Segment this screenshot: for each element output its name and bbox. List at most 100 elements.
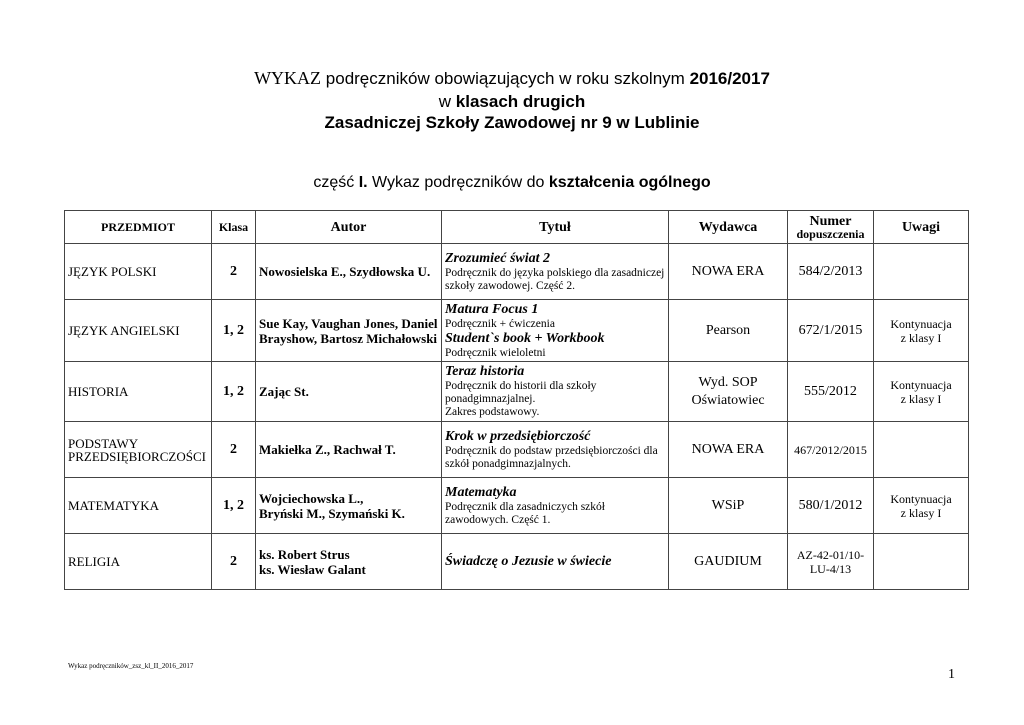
author-line: Bryński M., Szymański K.	[259, 505, 405, 521]
subject-cell: RELIGIA	[64, 533, 212, 590]
author-cell: Zając St.	[255, 361, 442, 422]
book-description: Podręcznik do języka polskiego dla zasad…	[445, 266, 665, 292]
table-row: MATEMATYKA 1, 2 Wojciechowska L., Bryński M…	[64, 477, 969, 534]
author-cell: Nowosielska E., Szydłowska U.	[255, 243, 442, 300]
textbook-table: PRZEDMIOT Klasa Autor Tytuł Wydawca Nume…	[64, 210, 969, 590]
approval-number-cell: 584/2/2013	[787, 243, 874, 300]
book-description: Podręcznik wieloletni	[445, 346, 546, 359]
notes-line: Kontynuacja	[890, 491, 952, 506]
section-prefix: część	[313, 174, 355, 191]
approval-number-line: 580/1/2012	[798, 498, 863, 513]
notes-line: Kontynuacja	[890, 316, 952, 331]
notes-cell	[873, 243, 969, 300]
title-cell: Zrozumieć świat 2 Podręcznik do języka po…	[441, 243, 669, 300]
book-title: Teraz historia	[445, 364, 525, 379]
title-prefix-2: w	[438, 92, 452, 111]
approval-number-line: AZ-42-01/10-	[796, 547, 865, 562]
author-cell: Makiełka Z., Rachwał T.	[255, 421, 442, 478]
page-number: 1	[948, 667, 955, 682]
table-row: JĘZYK POLSKI 2 Nowosielska E., Szydłowska …	[64, 243, 969, 300]
title-cell: Krok w przedsiębiorczość Podręcznik do po…	[441, 421, 669, 478]
book-description: Podręcznik dla zasadniczych szkół zawodo…	[445, 500, 605, 526]
school-year: 2016/2017	[689, 69, 770, 88]
section-bold: kształcenia ogólnego	[548, 174, 711, 191]
subject-cell: PODSTAWY PRZEDSIĘBIORCZOŚCI	[64, 421, 212, 478]
col-wydawca: Wydawca	[668, 210, 788, 244]
book-title: Zrozumieć świat 2	[445, 250, 551, 266]
approval-number-cell: 555/2012	[787, 361, 874, 422]
title-cell: Matematyka Podręcznik dla zasadniczych sz…	[441, 477, 669, 534]
notes-line: z klasy I	[900, 330, 942, 345]
notes-cell: Kontynuacja z klasy I	[873, 477, 969, 534]
publisher-cell: GAUDIUM	[668, 533, 788, 590]
book-description: Podręcznik do podstaw przedsiębiorczości…	[445, 444, 658, 470]
col-klasa: Klasa	[211, 210, 256, 244]
book-description: Zakres podstawowy.	[445, 406, 540, 418]
notes-line: z klasy I	[900, 505, 942, 520]
title-cell: Matura Focus 1 Podręcznik + ćwiczenia Stud…	[441, 299, 669, 362]
approval-number-line: 672/1/2015	[798, 323, 863, 338]
table-row: JĘZYK ANGIELSKI 1, 2 Sue Kay, Vaughan Jone…	[64, 299, 969, 362]
class-level: klasach drugich	[455, 92, 586, 111]
col-autor: Autor	[255, 210, 442, 244]
section-text: Wykaz podręczników do	[372, 174, 545, 191]
book-title: Student`s book + Workbook	[445, 330, 605, 346]
notes-cell	[873, 533, 969, 590]
table-row: HISTORIA 1, 2 Zając St. Teraz historia Podrę…	[64, 361, 969, 422]
book-title: Krok w przedsiębiorczość	[445, 428, 591, 444]
table-row: RELIGIA 2 ks. Robert Strus ks. Wiesław Gala…	[64, 533, 969, 590]
subject-line: PODSTAWY	[68, 435, 139, 451]
publisher-line: Oświatowiec	[691, 392, 765, 408]
class-cell: 1, 2	[211, 477, 256, 534]
author-line: ks. Robert Strus	[259, 546, 350, 562]
col-tytul: Tytuł	[441, 210, 669, 244]
table-header-row: PRZEDMIOT Klasa Autor Tytuł Wydawca Nume…	[64, 210, 969, 244]
col-przedmiot: PRZEDMIOT	[64, 210, 212, 244]
approval-number-line: LU-4/13	[809, 561, 852, 576]
approval-number-cell: 672/1/2015	[787, 299, 874, 362]
title-line-2: w klasach drugich	[0, 92, 1024, 112]
approval-number-cell: 467/2012/2015	[787, 421, 874, 478]
publisher-line: Wyd. SOP	[698, 374, 758, 390]
class-cell: 2	[211, 533, 256, 590]
school-name: Zasadniczej Szkoły Zawodowej nr 9 w Lubl…	[324, 113, 700, 132]
author-line: Nowosielska E., Szydłowska U.	[259, 264, 431, 279]
publisher-line: GAUDIUM	[694, 553, 762, 569]
book-description: Podręcznik + ćwiczenia	[445, 317, 555, 330]
author-cell: ks. Robert Strus ks. Wiesław Galant	[255, 533, 442, 590]
subject-cell: MATEMATYKA	[64, 477, 212, 534]
subject-line: PRZEDSIĘBIORCZOŚCI	[68, 448, 206, 464]
publisher-line: NOWA ERA	[691, 263, 765, 279]
section-number: I.	[358, 174, 368, 191]
title-cell: Teraz historia Podręcznik do historii dla…	[441, 361, 669, 422]
publisher-line: Pearson	[705, 322, 751, 338]
subject-line: MATEMATYKA	[68, 498, 159, 513]
subject-line: HISTORIA	[68, 384, 129, 399]
approval-number-line: 467/2012/2015	[794, 442, 867, 457]
publisher-cell: Pearson	[668, 299, 788, 362]
table-row: PODSTAWY PRZEDSIĘBIORCZOŚCI 2 Makiełka Z., …	[64, 421, 969, 478]
notes-cell: Kontynuacja z klasy I	[873, 299, 969, 362]
publisher-cell: WSiP	[668, 477, 788, 534]
title-text: podręczników obowiązujących w roku szkol…	[325, 69, 685, 88]
publisher-line: NOWA ERA	[691, 441, 765, 457]
subject-line: JĘZYK POLSKI	[68, 264, 157, 279]
publisher-cell: Wyd. SOP Oświatowiec	[668, 361, 788, 422]
publisher-line: WSiP	[711, 497, 745, 513]
title-cell: Świadczę o Jezusie w świecie	[441, 533, 669, 590]
notes-cell: Kontynuacja z klasy I	[873, 361, 969, 422]
book-title: Matura Focus 1	[445, 301, 539, 317]
col-numer: Numer dopuszczenia	[787, 210, 874, 244]
approval-number-line: 584/2/2013	[798, 264, 863, 279]
subject-line: JĘZYK ANGIELSKI	[68, 323, 180, 338]
title-line-1: WYKAZ podręczników obowiązujących w roku…	[0, 68, 1024, 89]
footer-filename: Wykaz podręczników_zsz_kl_II_2016_2017	[68, 662, 194, 670]
author-cell: Sue Kay, Vaughan Jones, Daniel Brayshow,…	[255, 299, 442, 362]
publisher-cell: NOWA ERA	[668, 243, 788, 300]
subject-cell: JĘZYK POLSKI	[64, 243, 212, 300]
section-title: część I. Wykaz podręczników do kształcen…	[0, 174, 1024, 192]
notes-cell	[873, 421, 969, 478]
book-title: Świadczę o Jezusie w świecie	[445, 553, 612, 569]
book-description: Podręcznik do historii dla szkoły ponadg…	[445, 380, 597, 405]
publisher-cell: NOWA ERA	[668, 421, 788, 478]
